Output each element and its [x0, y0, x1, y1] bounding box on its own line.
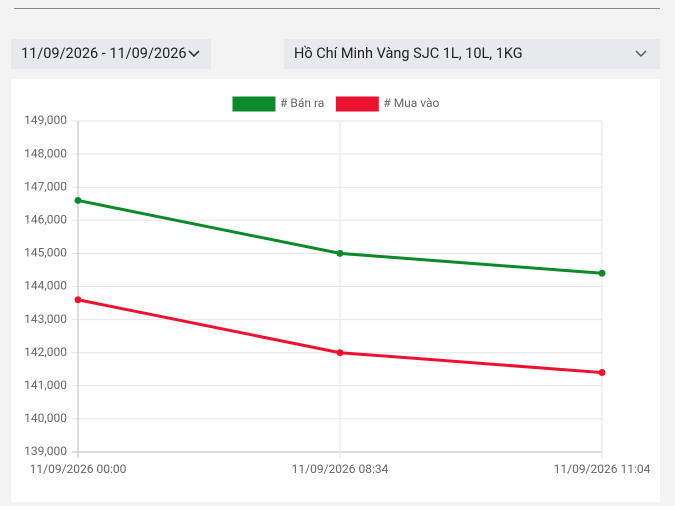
data-point: [74, 196, 82, 204]
y-tick-label: 146,000: [24, 212, 67, 226]
data-point: [598, 269, 606, 277]
y-tick-label: 149,000: [24, 113, 67, 127]
y-tick-label: 143,000: [24, 312, 67, 326]
legend-swatch: [335, 96, 379, 112]
data-point: [74, 296, 82, 304]
x-tick-label: 11/09/2026 00:00: [30, 462, 127, 476]
divider: [14, 8, 660, 9]
y-tick-label: 139,000: [24, 444, 67, 458]
data-point: [598, 369, 606, 377]
chevron-icon: [635, 50, 647, 57]
y-tick-label: 145,000: [24, 246, 67, 260]
y-tick-label: 148,000: [24, 146, 67, 160]
y-tick-label: 141,000: [24, 378, 67, 392]
date-range-picker[interactable]: 11/09/2026 - 11/09/2026: [11, 39, 211, 69]
y-tick-label: 144,000: [24, 279, 67, 293]
date-range-text: 11/09/2026 - 11/09/2026: [21, 45, 187, 62]
chart: 139,000 140,000 141,000 142,000 143,000 144,0…: [24, 96, 651, 476]
y-tick-label: 140,000: [24, 411, 67, 425]
location-text: Hồ Chí Minh Vàng SJC 1L, 10L, 1KG: [294, 45, 523, 62]
y-tick-label: 142,000: [24, 345, 67, 359]
x-tick-label: 11/09/2026 11:04: [554, 462, 651, 476]
location-select[interactable]: Hồ Chí Minh Vàng SJC 1L, 10L, 1KG: [284, 39, 660, 69]
legend-label: # Mua vào: [383, 96, 439, 110]
legend-label: # Bán ra: [280, 96, 324, 110]
data-point: [336, 249, 344, 257]
chevron-icon: [188, 50, 200, 58]
x-tick-label: 11/09/2026 08:34: [292, 462, 389, 476]
y-tick-label: 147,000: [24, 179, 67, 193]
chart-panel: 139,000 140,000 141,000 142,000 143,000 144,0…: [11, 79, 660, 502]
data-point: [336, 349, 344, 357]
legend-swatch: [232, 96, 276, 112]
